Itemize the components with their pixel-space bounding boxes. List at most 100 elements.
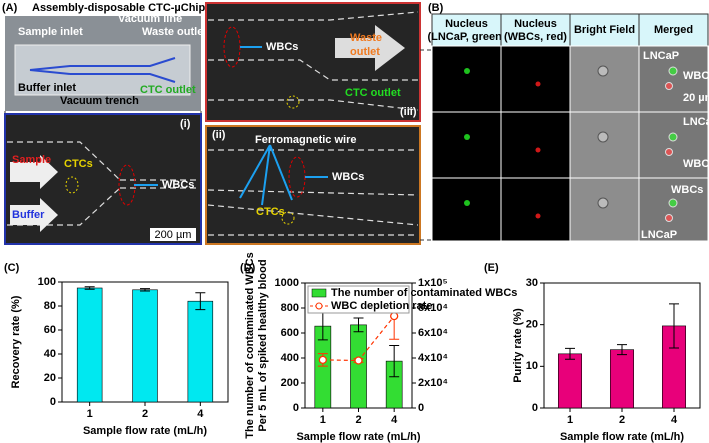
y-tick-label: 30: [526, 277, 538, 289]
cell-nucleus: [535, 147, 541, 153]
bar: [187, 300, 214, 403]
cell-merged: [665, 148, 673, 156]
cell-label: WBCs: [683, 158, 709, 170]
header-cell: [569, 13, 640, 47]
y-axis-label: Per 5 mL of spiked healthy blood: [257, 259, 269, 431]
image-cell: [431, 45, 502, 113]
legend-label: WBC depletion rate: [331, 300, 432, 312]
device-label: CTC outlet: [140, 84, 196, 96]
x-tick-label: 4: [671, 414, 678, 426]
image-grid: Nucleus(LNCaP, green)Nucleus(WBCs, red)B…: [427, 13, 709, 242]
cell-label: LNCaP: [641, 229, 677, 241]
image-cell: [638, 45, 709, 113]
bar: [557, 353, 582, 409]
cell-bright: [597, 131, 609, 143]
image-cell: [500, 177, 571, 242]
image-cell: [569, 177, 640, 242]
x-tick-label: 4: [197, 408, 204, 420]
x-tick-label: 2: [355, 414, 361, 426]
point: [390, 311, 399, 321]
cell-label: WBCs: [671, 184, 703, 196]
bar: [350, 324, 367, 409]
photo-title: Assembly-disposable CTC-µChip: [32, 2, 205, 14]
ctc-marker: [65, 176, 79, 194]
y-tick-label: 80: [44, 300, 56, 312]
y-tick-label: 0: [532, 402, 538, 414]
x-tick-label: 4: [391, 414, 398, 426]
chart: (D) 0 200 400 600 800 1000 0 2x10⁴ 4x10⁴ 6x10⁴ 8x10…: [240, 252, 517, 443]
channel-outline: [208, 11, 419, 111]
header-text: Merged: [654, 24, 693, 36]
header-text: (WBCs, red): [504, 31, 567, 43]
device-label: Vacuum trench: [60, 95, 139, 107]
x-axis-label: Sample flow rate (mL/h): [83, 425, 207, 437]
ctc-marker: [286, 95, 300, 109]
error-bar: [617, 344, 627, 356]
image-cell: [638, 111, 709, 179]
error-bar: [353, 317, 364, 333]
device-label: Sample inlet: [18, 26, 83, 38]
panel-label: (E): [484, 262, 499, 274]
scale-bar-box: [150, 228, 196, 241]
y-tick-label: 0: [293, 402, 299, 414]
y-tick-label: 20: [44, 372, 56, 384]
legend-label: The number of contaminated WBCs: [331, 287, 517, 299]
inset-text: CTCs: [256, 206, 285, 218]
inset-text: CTCs: [64, 158, 93, 170]
cell-bright: [597, 65, 609, 77]
inset-text: Sample: [12, 154, 51, 166]
arrow: [335, 25, 405, 71]
cell-nucleus: [464, 134, 470, 140]
x-tick-label: 2: [619, 414, 625, 426]
cell-merged: [668, 198, 678, 208]
header-text: (LNCaP, green): [427, 31, 505, 43]
cell-bright: [597, 197, 609, 209]
image-cell: [431, 177, 502, 242]
y2-tick-label: 8x10⁴: [418, 302, 448, 314]
cell-nucleus: [535, 81, 541, 87]
panel-label: (D): [240, 262, 256, 274]
y2-tick-label: 4x10⁴: [418, 352, 448, 364]
y2-tick-label: 6x10⁴: [418, 327, 448, 339]
micrograph-ii: [205, 125, 421, 245]
channel-outline: [7, 141, 199, 226]
inset-label: (i): [180, 118, 191, 130]
scale-bar: 200 µm: [155, 229, 192, 241]
y-axis-label: Recovery rate (%): [10, 295, 22, 388]
cell-label: LNCaP: [683, 116, 709, 128]
image-cell: [638, 177, 709, 242]
error-bar: [669, 303, 679, 349]
y-tick-label: 10: [526, 360, 538, 372]
y-tick-label: 0: [50, 396, 56, 408]
header-text: Nucleus: [514, 18, 557, 30]
arrow: [10, 198, 58, 232]
cell-merged: [665, 82, 673, 90]
y-tick-label: 400: [281, 352, 299, 364]
legend-box: [307, 285, 410, 314]
inset-text: CTC outlet: [345, 87, 401, 99]
y2-tick-label: 0: [418, 402, 424, 414]
ctc-marker: [281, 211, 295, 225]
y2-tick-label: 2x10⁴: [418, 377, 448, 389]
error-bar: [565, 347, 575, 360]
x-tick-label: 1: [87, 408, 93, 420]
x-axis-label: Sample flow rate (mL/h): [296, 431, 420, 443]
y-axis-label: Purity rate (%): [512, 308, 524, 383]
x-tick-label: 1: [567, 414, 573, 426]
arrow: [10, 155, 58, 189]
image-cell: [431, 111, 502, 179]
x-axis-label: Sample flow rate (mL/h): [560, 431, 684, 443]
arrow: [239, 144, 328, 206]
image-cell: [569, 45, 640, 113]
x-tick-label: 1: [320, 414, 326, 426]
inset-text: outlet: [350, 46, 380, 58]
y-tick-label: 40: [44, 348, 56, 360]
image-cell: [569, 111, 640, 179]
chart: (C) 0 20 40 60 80 100 1 2 4 Sample flow rate (mL/h…: [4, 262, 229, 437]
chart: (E) 0 10 20 30 1 2 4 Sample flow rate (mL/h) Puri…: [484, 262, 701, 443]
inset-label: (iii): [400, 106, 417, 118]
header-text: Nucleus: [445, 18, 488, 30]
inset-text: Waste: [350, 32, 382, 44]
